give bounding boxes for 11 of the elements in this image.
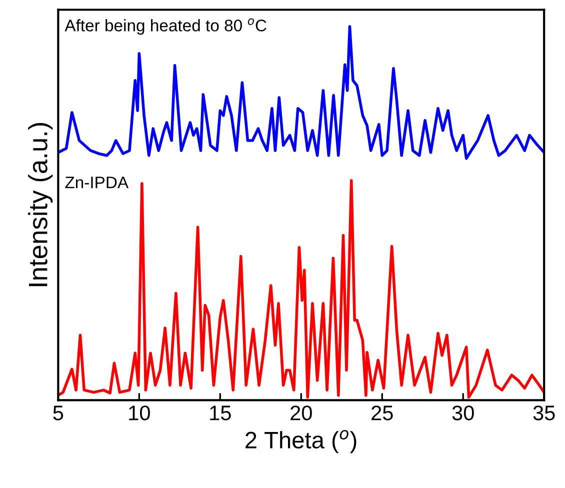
x-axis-title: 2 Theta ($^{o}$) — [246, 430, 356, 454]
series-label: Zn-IPDA — [65, 176, 129, 188]
x-tick-label: 20 — [290, 406, 312, 420]
x-tick-label: 35 — [533, 406, 555, 420]
x-tick-label: 5 — [53, 406, 64, 420]
x-tick-label: 15 — [210, 406, 231, 420]
x-tick-label: 25 — [372, 406, 393, 420]
x-tick-label: 30 — [452, 406, 474, 420]
y-axis-title: Intensity (a.u.) — [28, 122, 53, 286]
text: After being heated to 80 $^{o}$C — [64, 18, 266, 35]
x-tick-label: 10 — [129, 406, 150, 420]
